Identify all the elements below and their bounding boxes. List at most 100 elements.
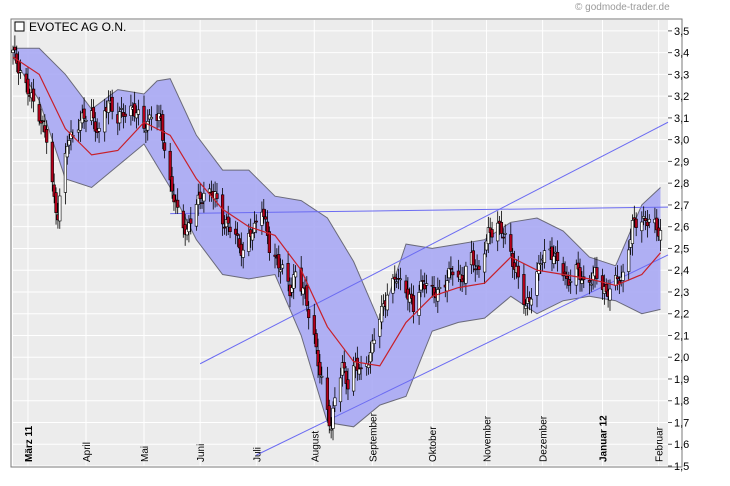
candle-body: [119, 108, 124, 110]
candle-body: [417, 292, 421, 316]
candle-body: [286, 262, 290, 282]
candle-body: [447, 268, 451, 279]
candle-body: [299, 267, 303, 292]
candle-body: [52, 184, 56, 197]
candle-body: [292, 274, 296, 289]
candle-body: [484, 240, 489, 251]
candle-body: [325, 377, 330, 410]
candle-body: [162, 142, 167, 151]
candle-body: [196, 194, 200, 205]
trendline: [170, 206, 669, 215]
candle-body: [503, 232, 507, 235]
candle-body: [301, 287, 305, 295]
y-tick-label: 3,2: [674, 91, 689, 103]
candle-body: [41, 120, 45, 123]
candle-body: [63, 153, 67, 193]
candle-body: [471, 250, 475, 266]
candle-body: [604, 284, 608, 293]
candle-body: [509, 234, 513, 252]
y-tick-label: 2,3: [674, 287, 689, 299]
candle-body: [423, 283, 427, 290]
candle-body: [529, 298, 533, 306]
candle-body: [621, 271, 625, 281]
y-tick-label: 2,4: [674, 265, 689, 277]
candle-body: [305, 285, 309, 306]
candle-body: [133, 103, 137, 117]
candle-body: [149, 116, 154, 120]
y-tick-label: 1,8: [674, 396, 689, 408]
candle-body: [658, 230, 663, 241]
candle-body: [234, 228, 238, 235]
candle-body: [368, 352, 373, 363]
candle-body: [329, 428, 333, 431]
candle-body: [43, 125, 47, 133]
candle-body: [555, 252, 560, 261]
candle-body: [136, 109, 140, 115]
moving-average: [12, 56, 661, 367]
candle-body: [277, 254, 281, 269]
candle-body: [421, 280, 425, 282]
x-tick-label: Januar 12: [599, 415, 610, 462]
candle-body: [118, 111, 122, 124]
x-tick-label: April: [82, 442, 93, 462]
candle-body: [561, 263, 565, 277]
candle-body: [280, 264, 285, 269]
candle-body: [552, 255, 556, 264]
candle-body: [464, 265, 468, 284]
candle-body: [264, 216, 268, 220]
candle-body: [254, 220, 258, 223]
candle-body: [168, 150, 172, 181]
y-tick-label: 2,8: [674, 178, 689, 190]
candle-body: [486, 227, 490, 244]
x-tick-label: Dezember: [539, 415, 550, 462]
candle-body: [482, 253, 487, 273]
y-tick-label: 1,5: [674, 461, 689, 473]
candle-body: [273, 254, 277, 257]
candle-body: [576, 262, 580, 270]
candle-body: [97, 128, 101, 132]
candle-body: [198, 191, 202, 200]
candle-body: [13, 46, 17, 51]
candle-body: [54, 192, 58, 213]
candle-body: [359, 367, 363, 370]
y-tick-label: 1,6: [674, 439, 689, 451]
x-tick-label: September: [368, 412, 379, 462]
candle-body: [496, 222, 500, 242]
legend-marker-icon: [14, 21, 25, 32]
candle-body: [215, 193, 219, 199]
candle-body: [340, 362, 344, 376]
candle-body: [438, 287, 442, 289]
candle-body: [312, 315, 316, 335]
candle-body: [176, 199, 180, 208]
candle-body: [634, 218, 638, 228]
candle-body: [250, 233, 255, 241]
candle-body: [228, 226, 232, 232]
candle-body: [344, 370, 348, 384]
candle-body: [316, 350, 320, 367]
candle-body: [542, 250, 547, 263]
candle-body: [393, 276, 397, 280]
y-tick-label: 1,9: [674, 374, 689, 386]
candle-body: [643, 218, 648, 221]
candle-body: [522, 274, 526, 305]
candle-body: [366, 364, 371, 368]
candle-body: [512, 262, 517, 270]
y-tick-label: 3,3: [674, 69, 689, 81]
candle-body: [293, 271, 298, 278]
candle-body: [26, 78, 30, 95]
candle-body: [24, 73, 28, 84]
x-tick-label: März 11: [24, 425, 35, 462]
y-tick-label: 2,6: [674, 222, 689, 234]
candle-body: [578, 267, 582, 281]
y-tick-label: 1,7: [674, 417, 689, 429]
candle-body: [142, 105, 146, 129]
candle-body: [18, 70, 23, 73]
candle-body: [318, 361, 322, 376]
candle-body: [50, 141, 54, 183]
trendline: [256, 254, 669, 456]
x-tick-label: Juli: [252, 447, 263, 462]
y-tick-label: 3,5: [674, 26, 689, 38]
candle-body: [511, 253, 515, 267]
candle-body: [200, 202, 204, 204]
